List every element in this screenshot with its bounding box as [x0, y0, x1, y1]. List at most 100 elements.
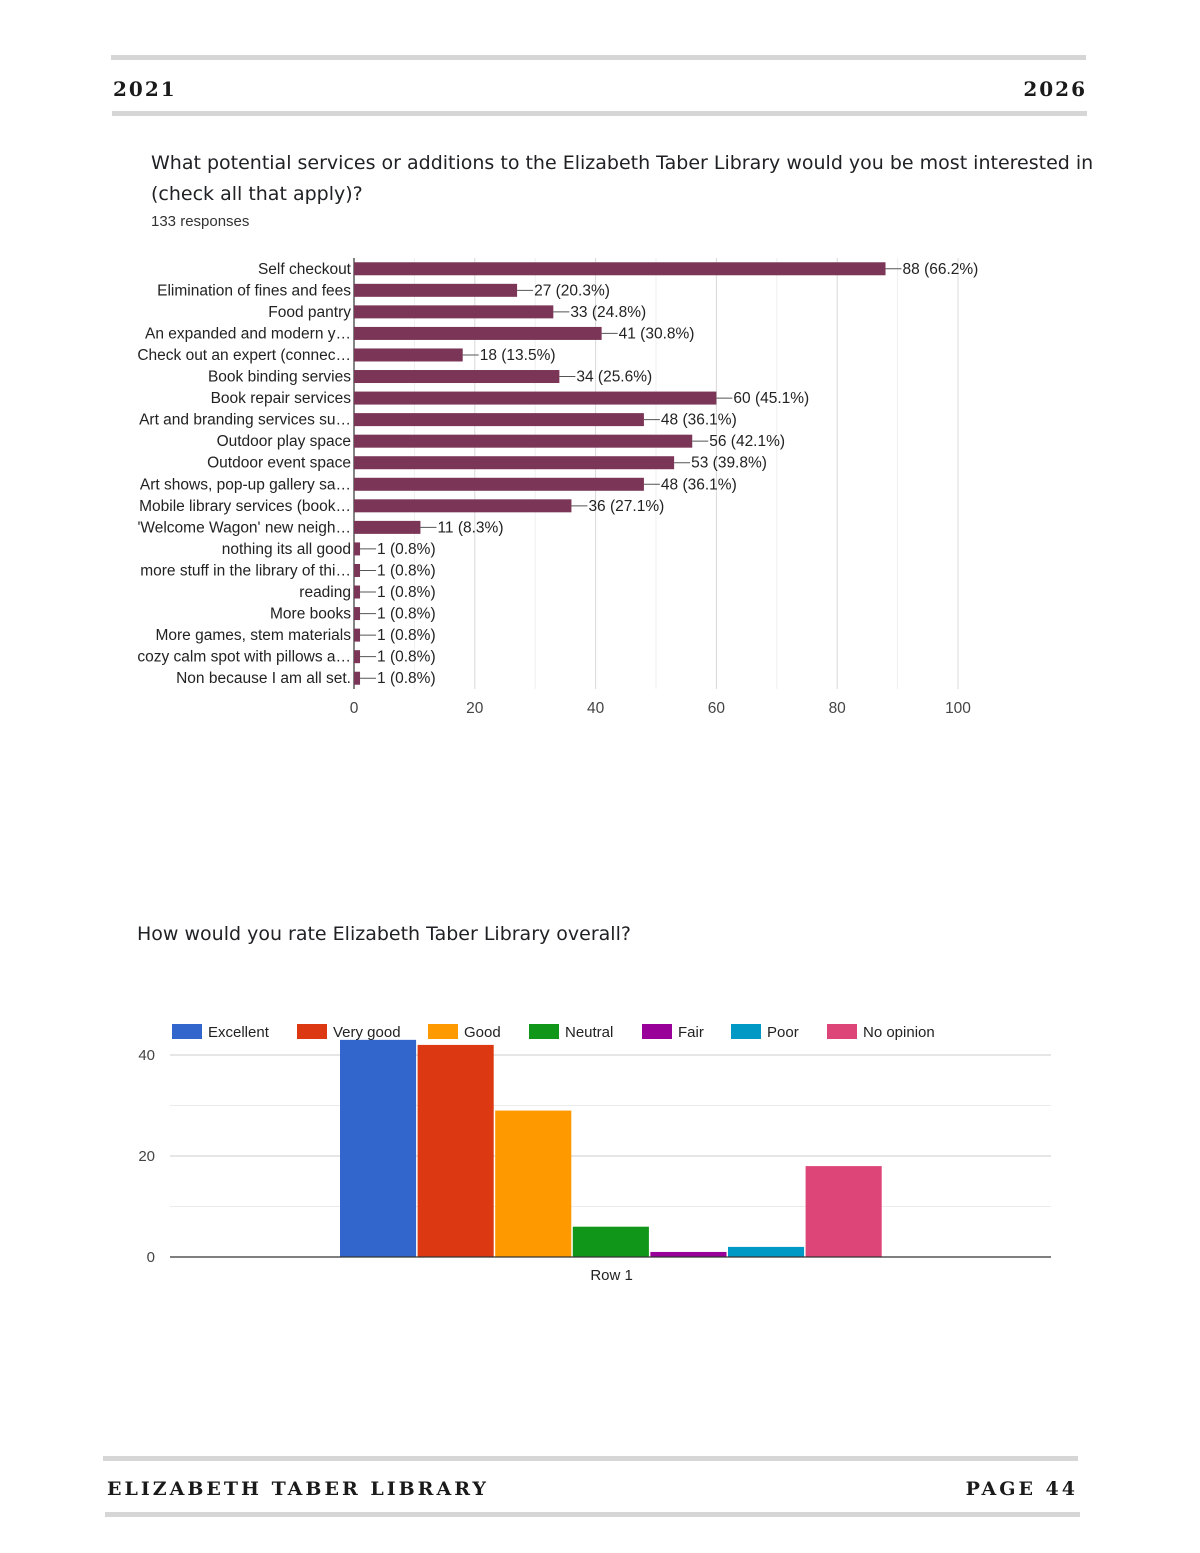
- bar: [354, 283, 518, 297]
- y-tick-label: 20: [138, 1148, 155, 1165]
- data-label: 88 (66.2%): [903, 261, 979, 278]
- legend-swatch: [642, 1024, 672, 1039]
- category-label: reading: [299, 584, 351, 601]
- category-label: Check out an expert (connec…: [137, 347, 351, 364]
- bar: [354, 262, 886, 276]
- footer-page-number: PAGE 44: [965, 1478, 1078, 1500]
- bar-neutral: [572, 1226, 649, 1257]
- bar: [354, 326, 602, 340]
- data-label: 1 (0.8%): [377, 627, 436, 644]
- x-category-label: Row 1: [590, 1267, 633, 1284]
- bar: [354, 391, 717, 405]
- bar: [354, 671, 361, 685]
- data-label: 11 (8.3%): [437, 519, 503, 536]
- legend-swatch: [428, 1024, 458, 1039]
- x-tick-label: 100: [945, 700, 971, 717]
- data-label: 34 (25.6%): [576, 369, 652, 386]
- bar: [354, 650, 361, 664]
- category-label: An expanded and modern y…: [145, 325, 351, 342]
- bar: [354, 434, 693, 448]
- bar: [354, 370, 560, 384]
- data-label: 1 (0.8%): [377, 562, 436, 579]
- rating-bar-chart: 0 20 40 Row 1 Excellent Very good Good Neutral F…: [138, 1024, 1051, 1284]
- bar: [354, 477, 644, 491]
- bar: [354, 542, 361, 556]
- data-label: 1 (0.8%): [377, 670, 436, 687]
- q1-response-count: 133 responses: [151, 213, 250, 230]
- data-label: 60 (45.1%): [733, 390, 809, 407]
- legend-label: Fair: [678, 1024, 704, 1041]
- data-label: 1 (0.8%): [377, 584, 436, 601]
- bar: [354, 499, 572, 513]
- category-label: Art and branding services su…: [139, 412, 351, 429]
- bar-fair: [650, 1251, 727, 1257]
- header-year-start: 2021: [113, 77, 177, 101]
- footer-top-rule: [103, 1456, 1078, 1461]
- bar-no-opinion: [805, 1166, 882, 1257]
- q1-title-line1: What potential services or additions to …: [151, 152, 1094, 174]
- x-tick-label: 60: [708, 700, 726, 717]
- bar: [354, 563, 361, 577]
- category-label: Outdoor event space: [207, 455, 351, 472]
- category-label: Non because I am all set.: [176, 670, 351, 687]
- q2-title: How would you rate Elizabeth Taber Libra…: [137, 923, 631, 945]
- legend-swatch: [172, 1024, 202, 1039]
- category-label: Book binding servies: [208, 369, 351, 386]
- bar-excellent: [340, 1039, 417, 1257]
- x-tick-label: 20: [466, 700, 484, 717]
- category-label: 'Welcome Wagon' new neigh…: [137, 519, 351, 536]
- bar: [354, 413, 644, 427]
- data-label: 1 (0.8%): [377, 541, 436, 558]
- category-label: More games, stem materials: [155, 627, 351, 644]
- data-label: 27 (20.3%): [534, 282, 610, 299]
- legend-label: Poor: [767, 1024, 799, 1041]
- data-label: 1 (0.8%): [377, 649, 436, 666]
- bar: [354, 628, 361, 642]
- footer-bottom-rule: [105, 1512, 1080, 1517]
- legend-label: Excellent: [208, 1024, 270, 1041]
- category-label: Self checkout: [258, 261, 352, 278]
- header-year-end: 2026: [1023, 77, 1087, 101]
- data-label: 18 (13.5%): [480, 347, 556, 364]
- category-label: Book repair services: [211, 390, 352, 407]
- category-label: Elimination of fines and fees: [157, 282, 351, 299]
- y-tick-label: 0: [147, 1249, 155, 1266]
- bar: [354, 305, 554, 319]
- category-label: Mobile library services (book…: [139, 498, 351, 515]
- bar-poor: [728, 1246, 805, 1257]
- x-tick-label: 40: [587, 700, 605, 717]
- legend-label: Very good: [333, 1024, 401, 1041]
- category-label: nothing its all good: [222, 541, 351, 558]
- bar: [354, 348, 463, 362]
- x-tick-label: 0: [350, 700, 359, 717]
- data-label: 1 (0.8%): [377, 606, 436, 623]
- bar: [354, 520, 421, 534]
- category-label: Art shows, pop-up gallery sa…: [140, 476, 351, 493]
- bar: [354, 607, 361, 621]
- data-label: 36 (27.1%): [588, 498, 664, 515]
- data-label: 48 (36.1%): [661, 412, 737, 429]
- data-label: 56 (42.1%): [709, 433, 785, 450]
- category-label: Outdoor play space: [217, 433, 351, 450]
- legend-swatch: [731, 1024, 761, 1039]
- bar-good: [495, 1110, 572, 1257]
- bar: [354, 456, 675, 470]
- category-label: More books: [270, 606, 351, 623]
- data-label: 53 (39.8%): [691, 455, 767, 472]
- legend-swatch: [529, 1024, 559, 1039]
- y-tick-label: 40: [138, 1047, 155, 1064]
- footer-library-name: ELIZABETH TABER LIBRARY: [107, 1478, 489, 1500]
- legend-label: No opinion: [863, 1024, 935, 1041]
- category-label: more stuff in the library of thi…: [140, 562, 351, 579]
- legend-swatch: [827, 1024, 857, 1039]
- services-bar-chart: Self checkout 88 (66.2%) Elimination of fi…: [137, 258, 979, 717]
- data-label: 48 (36.1%): [661, 476, 737, 493]
- data-label: 33 (24.8%): [570, 304, 646, 321]
- data-label: 41 (30.8%): [619, 325, 695, 342]
- q1-title-line2: (check all that apply)?: [151, 183, 363, 205]
- header-top-rule: [111, 55, 1086, 60]
- legend-swatch: [297, 1024, 327, 1039]
- category-label: Food pantry: [268, 304, 351, 321]
- bar: [354, 585, 361, 599]
- legend-label: Neutral: [565, 1024, 613, 1041]
